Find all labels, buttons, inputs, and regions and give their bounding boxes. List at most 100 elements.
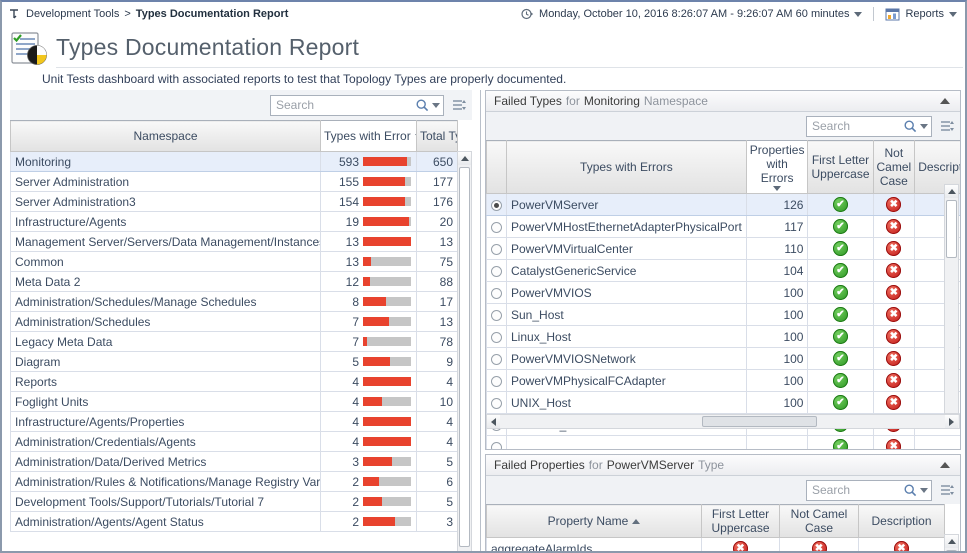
failed-type-row[interactable]: UNIX_Host 100 (487, 392, 962, 414)
failed-type-row[interactable]: PowerVMVirtualCenter 110 (487, 238, 962, 260)
table-customizer-icon[interactable] (938, 117, 956, 135)
namespace-row[interactable]: Diagram 5 9 (11, 352, 458, 372)
namespace-cell[interactable]: Infrastructure/Agents (11, 212, 321, 232)
failed-type-row[interactable]: PowerVMPhysicalFCAdapter 100 (487, 370, 962, 392)
type-name-cell[interactable]: PowerVMVirtualCenter (507, 238, 747, 260)
namespace-cell[interactable]: Legacy Meta Data (11, 332, 321, 352)
namespace-cell[interactable]: Foglight Units (11, 392, 321, 412)
namespace-vertical-scrollbar[interactable] (457, 151, 472, 553)
scroll-up-button[interactable] (945, 185, 958, 198)
namespace-cell[interactable]: Development Tools/Support/Tutorials/Tuto… (11, 492, 321, 512)
namespace-cell[interactable]: Administration/Schedules/Manage Schedule… (11, 292, 321, 312)
column-header-first-letter-uppercase[interactable]: First Letter Uppercase (702, 505, 780, 538)
type-name-cell[interactable]: PowerVMServer (507, 194, 747, 216)
column-header-types-with-errors[interactable]: Types with Errors (507, 141, 747, 194)
column-header-properties-with-errors[interactable]: Properties with Errors (746, 141, 808, 194)
failed-property-row[interactable]: aggregateAlarmIds (487, 538, 945, 553)
type-name-cell[interactable]: PowerVMHostEthernetAdapterPhysicalPort (507, 216, 747, 238)
namespace-cell[interactable]: Meta Data 2 (11, 272, 321, 292)
type-name-cell[interactable]: Sun_Host (507, 304, 747, 326)
type-name-cell[interactable]: PowerVMVIOSNetwork (507, 348, 747, 370)
namespace-cell[interactable]: Diagram (11, 352, 321, 372)
namespace-row[interactable]: Foglight Units 4 10 (11, 392, 458, 412)
namespace-row[interactable]: Infrastructure/Agents/Properties 4 4 (11, 412, 458, 432)
scrollbar-thumb[interactable] (946, 200, 957, 258)
failed-types-vertical-scrollbar[interactable] (944, 184, 959, 414)
scrollbar-thumb[interactable] (459, 167, 470, 547)
row-radio-button[interactable] (491, 398, 502, 409)
failed-type-row[interactable]: PowerVMHostEthernetAdapterPhysicalPort 1… (487, 216, 962, 238)
time-range-dropdown-icon[interactable] (854, 12, 862, 17)
namespace-cell[interactable]: Administration/Rules & Notifications/Man… (11, 472, 321, 492)
failed-types-search-input[interactable] (812, 119, 903, 133)
namespace-row[interactable]: Reports 4 4 (11, 372, 458, 392)
namespace-cell[interactable]: Common (11, 252, 321, 272)
column-header-not-camel-case[interactable]: Not Camel Case (780, 505, 859, 538)
failed-type-row[interactable] (487, 436, 962, 451)
row-radio-button[interactable] (491, 266, 502, 277)
table-customizer-icon[interactable] (938, 481, 956, 499)
namespace-row[interactable]: Legacy Meta Data 7 78 (11, 332, 458, 352)
failed-type-row[interactable]: Linux_Host 100 (487, 326, 962, 348)
type-name-cell[interactable]: PowerVMPhysicalFCAdapter (507, 370, 747, 392)
scroll-right-button[interactable] (945, 415, 958, 428)
namespace-row[interactable]: Administration/Rules & Notifications/Man… (11, 472, 458, 492)
namespace-cell[interactable]: Server Administration (11, 172, 321, 192)
row-radio-button[interactable] (491, 222, 502, 233)
column-header-first-letter-uppercase[interactable]: First Letter Uppercase (808, 141, 873, 194)
namespace-cell[interactable]: Infrastructure/Agents/Properties (11, 412, 321, 432)
column-header-description[interactable]: Description (859, 505, 945, 538)
type-name-cell[interactable]: Linux_Host (507, 326, 747, 348)
namespace-cell[interactable]: Administration/Data/Derived Metrics (11, 452, 321, 472)
property-name-cell[interactable]: aggregateAlarmIds (487, 538, 702, 553)
failed-type-row[interactable]: PowerVMVIOS 100 (487, 282, 962, 304)
failed-type-row[interactable]: CatalystGenericService 104 (487, 260, 962, 282)
search-icon[interactable] (903, 119, 918, 134)
column-header-total-types[interactable]: Total Types (417, 121, 458, 152)
namespace-row[interactable]: Administration/Data/Derived Metrics 3 5 (11, 452, 458, 472)
namespace-cell[interactable]: Server Administration3 (11, 192, 321, 212)
scroll-left-button[interactable] (487, 415, 500, 428)
column-header-not-camel-case[interactable]: Not Camel Case (873, 141, 915, 194)
row-radio-button[interactable] (491, 288, 502, 299)
row-radio-button[interactable] (491, 442, 502, 450)
search-options-dropdown-icon[interactable] (920, 488, 928, 493)
namespace-cell[interactable]: Reports (11, 372, 321, 392)
search-icon[interactable] (415, 98, 430, 113)
row-radio-button[interactable] (491, 332, 502, 343)
namespace-row[interactable]: Administration/Schedules 7 13 (11, 312, 458, 332)
namespace-cell[interactable]: Monitoring (11, 152, 321, 172)
failed-type-row[interactable]: PowerVMServer 126 (487, 194, 962, 216)
namespace-search-input[interactable] (276, 98, 415, 112)
namespace-row[interactable]: Common 13 75 (11, 252, 458, 272)
row-radio-button[interactable] (491, 376, 502, 387)
namespace-row[interactable]: Administration/Schedules/Manage Schedule… (11, 292, 458, 312)
column-header-types-with-error[interactable]: Types with Error (321, 121, 417, 152)
namespace-cell[interactable]: Management Server/Servers/Data Managemen… (11, 232, 321, 252)
type-name-cell[interactable]: PowerVMVIOS (507, 282, 747, 304)
search-options-dropdown-icon[interactable] (432, 103, 440, 108)
breadcrumb-root-link[interactable]: Development Tools (26, 8, 119, 20)
failed-types-horizontal-scrollbar[interactable] (486, 414, 960, 429)
namespace-cell[interactable]: Administration/Credentials/Agents (11, 432, 321, 452)
namespace-row[interactable]: Server Administration3 154 176 (11, 192, 458, 212)
row-radio-button[interactable] (491, 354, 502, 365)
namespace-row[interactable]: Management Server/Servers/Data Managemen… (11, 232, 458, 252)
namespace-cell[interactable]: Administration/Agents/Agent Status (11, 512, 321, 532)
failed-type-row[interactable]: PowerVMVIOSNetwork 100 (487, 348, 962, 370)
reports-dropdown-icon[interactable] (949, 12, 957, 17)
search-options-dropdown-icon[interactable] (920, 124, 928, 129)
scroll-up-button[interactable] (458, 152, 471, 165)
failed-type-row[interactable]: Sun_Host 100 (487, 304, 962, 326)
namespace-cell[interactable]: Administration/Schedules (11, 312, 321, 332)
namespace-row[interactable]: Administration/Agents/Agent Status 2 3 (11, 512, 458, 532)
column-header-property-name[interactable]: Property Name (487, 505, 702, 538)
failed-properties-search-input[interactable] (812, 483, 903, 497)
search-icon[interactable] (903, 483, 918, 498)
type-name-cell[interactable] (507, 436, 747, 451)
row-radio-button[interactable] (491, 200, 502, 211)
namespace-row[interactable]: Server Administration 155 177 (11, 172, 458, 192)
scrollbar-thumb[interactable] (702, 416, 817, 427)
namespace-row[interactable]: Meta Data 2 12 88 (11, 272, 458, 292)
namespace-row[interactable]: Administration/Credentials/Agents 4 4 (11, 432, 458, 452)
